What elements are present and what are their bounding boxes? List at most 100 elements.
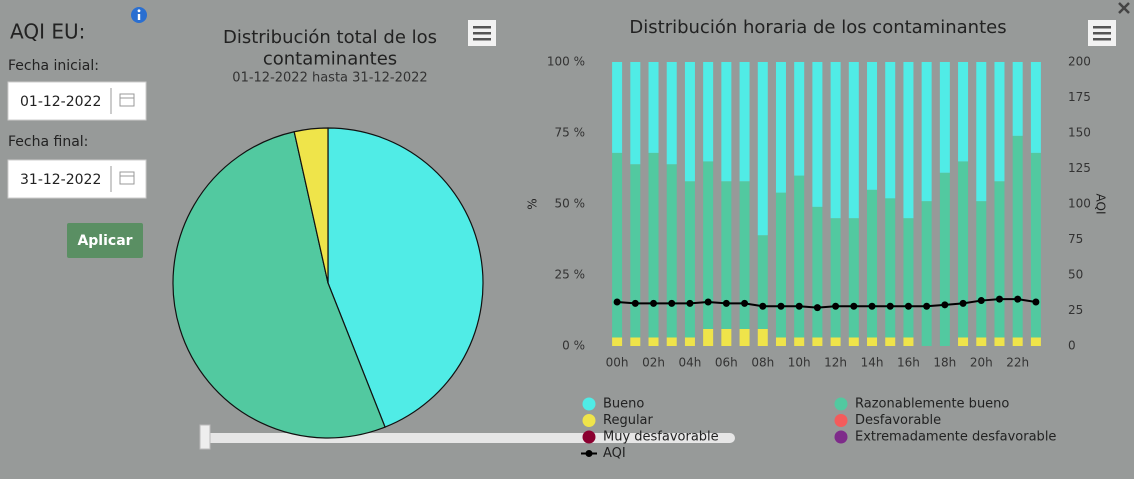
bar-segment (976, 337, 987, 346)
y-tick-label: 0 % (562, 339, 585, 353)
aqi-point (722, 299, 730, 307)
bar-segment (885, 198, 896, 338)
end-label: Fecha final: (8, 134, 88, 150)
y2-tick-label: 75 (1068, 232, 1083, 246)
bar-segment (994, 181, 1005, 338)
bar-segment (684, 62, 695, 182)
bar-segment (812, 337, 823, 346)
bar-segment (1012, 135, 1023, 338)
bar-segment (666, 164, 677, 338)
bar-segment (612, 62, 623, 153)
y-tick-label: 25 % (555, 268, 586, 282)
x-tick-label: 00h (606, 356, 629, 370)
y2-tick-label: 0 (1068, 339, 1076, 353)
aqi-point (759, 302, 767, 310)
bar-segment (630, 62, 641, 165)
x-tick-label: 12h (824, 356, 847, 370)
x-tick-label: 18h (933, 356, 956, 370)
apply-button-label: Aplicar (77, 233, 132, 249)
legend-label[interactable]: Desfavorable (855, 413, 941, 428)
aqi-point (613, 298, 621, 306)
bar-title: Distribución horaria de los contaminante… (629, 17, 1006, 38)
bar-segment (921, 62, 932, 202)
legend-label[interactable]: Bueno (603, 397, 644, 412)
slider-handle[interactable] (199, 424, 211, 450)
bar-segment (757, 62, 768, 236)
aqi-point (995, 295, 1003, 303)
bar-segment (739, 62, 750, 182)
legend-marker (585, 450, 593, 457)
bar-segment (994, 337, 1005, 346)
legend-label[interactable]: AQI (603, 446, 626, 461)
bar-segment (612, 152, 623, 338)
aqi-point (850, 302, 858, 310)
bar-segment (830, 62, 841, 219)
bar-menu-button[interactable] (1088, 20, 1116, 46)
close-button[interactable] (1118, 2, 1130, 14)
aqi-point (741, 299, 749, 307)
bar-segment (939, 172, 950, 346)
pie-slice (327, 127, 484, 428)
y-tick-label: 75 % (555, 126, 586, 140)
legend-label[interactable]: Regular (603, 413, 654, 428)
bar-segment (739, 181, 750, 329)
pie-subtitle: 01-12-2022 hasta 31-12-2022 (232, 71, 427, 86)
apply-button[interactable] (67, 223, 143, 258)
legend-label[interactable]: Extremadamente desfavorable (855, 430, 1056, 445)
y-tick-label: 50 % (555, 197, 586, 211)
aqi-point (686, 299, 694, 307)
bar-segment (903, 337, 914, 346)
bar-segment (1030, 337, 1041, 346)
bar-segment (958, 337, 969, 346)
end-date: 31-12-2022 (20, 172, 101, 188)
bar-segment (775, 62, 786, 193)
bar-segment (1030, 152, 1041, 338)
start-date-input[interactable] (7, 81, 147, 121)
end-date-input[interactable] (7, 159, 147, 199)
bar-segment (812, 206, 823, 338)
bar-segment (630, 164, 641, 338)
legend-label[interactable]: Muy desfavorable (603, 430, 719, 445)
y2-tick-label: 50 (1068, 268, 1083, 282)
legend-marker (582, 430, 596, 444)
bar-segment (903, 218, 914, 338)
bar-segment (830, 218, 841, 338)
y2-axis-label: AQI (1094, 194, 1108, 215)
sidebar-title: AQI EU: (10, 20, 85, 44)
y-axis-label: % (526, 198, 540, 209)
bar-segment (666, 62, 677, 165)
legend-marker (582, 397, 596, 411)
bar-segment (721, 181, 732, 329)
bar-segment (721, 62, 732, 182)
x-tick-label: 08h (751, 356, 774, 370)
aqi-point (904, 302, 912, 310)
info-icon[interactable] (131, 7, 147, 23)
bar-segment (958, 62, 969, 162)
calendar-icon[interactable] (110, 88, 135, 114)
aqi-point (631, 299, 639, 307)
bar-segment (648, 152, 659, 338)
x-tick-label: 04h (679, 356, 702, 370)
bar-segment (794, 175, 805, 338)
x-tick-label: 06h (715, 356, 738, 370)
legend-marker (834, 397, 848, 411)
legend-label[interactable]: Razonablemente bueno (855, 397, 1009, 412)
bar-segment (903, 62, 914, 219)
aqi-point (1032, 298, 1040, 306)
bar-segment (684, 181, 695, 338)
legend-marker (834, 414, 848, 427)
bar-segment (1012, 337, 1023, 346)
pie-menu-button[interactable] (468, 20, 496, 46)
legend-marker (834, 430, 848, 444)
bar-segment (848, 218, 859, 338)
aqi-point (650, 299, 658, 307)
aqi-point (941, 301, 949, 309)
bar-segment (1030, 62, 1041, 153)
bar-segment (648, 337, 659, 346)
calendar-icon[interactable] (110, 166, 135, 192)
bar-segment (1012, 62, 1023, 136)
x-tick-label: 10h (788, 356, 811, 370)
bar-segment (848, 337, 859, 346)
bar-segment (867, 62, 878, 190)
